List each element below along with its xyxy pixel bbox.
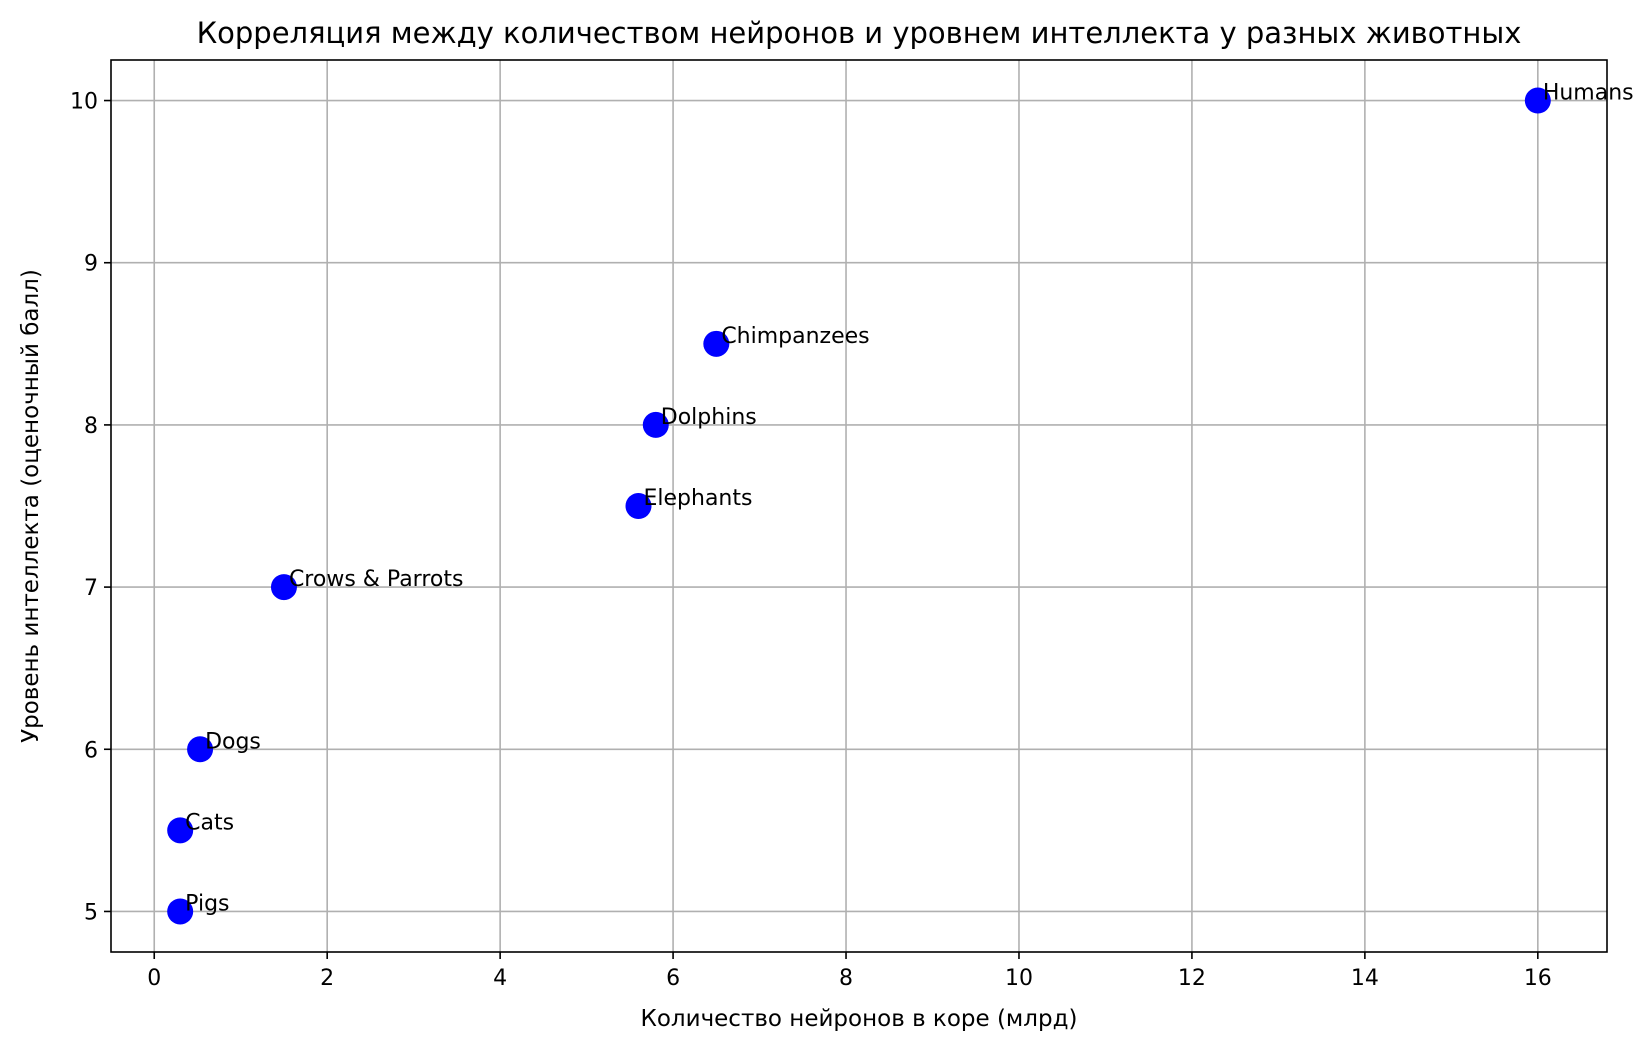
data-point (167, 817, 194, 844)
point-label: Elephants (643, 486, 752, 511)
y-tick-label: 5 (84, 900, 98, 925)
y-tick-label: 6 (84, 738, 98, 763)
grid-lines (111, 60, 1607, 952)
y-tick-label: 7 (84, 576, 98, 601)
x-tick-label: 12 (1178, 966, 1206, 991)
chart-title: Корреляция между количеством нейронов и … (197, 16, 1522, 50)
y-axis-label: Уровень интеллекта (оценочный балл) (18, 269, 44, 743)
y-tick-label: 10 (70, 90, 98, 115)
y-tick-label: 9 (84, 252, 98, 277)
point-label: Humans (1543, 81, 1634, 106)
data-point (642, 411, 669, 438)
x-tick-label: 16 (1524, 966, 1552, 991)
point-label: Dolphins (661, 405, 757, 430)
data-point (1524, 87, 1551, 114)
point-labels: Humans Chimpanzees Dolphins Elephants Crows … (185, 81, 1633, 917)
x-tick-label: 6 (666, 966, 680, 991)
data-point (625, 493, 652, 519)
point-label: Crows & Parrots (289, 567, 464, 592)
point-label: Pigs (185, 891, 229, 916)
x-tick-label: 14 (1351, 966, 1379, 991)
x-tick-label: 4 (493, 966, 507, 991)
x-axis-label: Количество нейронов в коре (млрд) (641, 1006, 1078, 1032)
x-tick-label: 0 (147, 966, 161, 991)
point-label: Dogs (205, 729, 261, 754)
point-label: Chimpanzees (721, 324, 869, 349)
x-tick-label: 2 (320, 966, 334, 991)
x-tick-label: 8 (839, 966, 853, 991)
x-axis-ticks: 0 2 4 6 8 10 12 14 16 (147, 952, 1552, 991)
data-point (187, 736, 214, 763)
point-label: Cats (185, 810, 234, 835)
x-tick-label: 10 (1005, 966, 1033, 991)
plot-frame (110, 59, 1608, 953)
y-tick-label: 8 (84, 414, 98, 439)
data-point (167, 898, 194, 925)
data-point (270, 574, 297, 601)
y-axis-ticks: 5 6 7 8 9 10 (70, 90, 111, 925)
data-point (703, 330, 730, 357)
data-points (167, 87, 1551, 925)
